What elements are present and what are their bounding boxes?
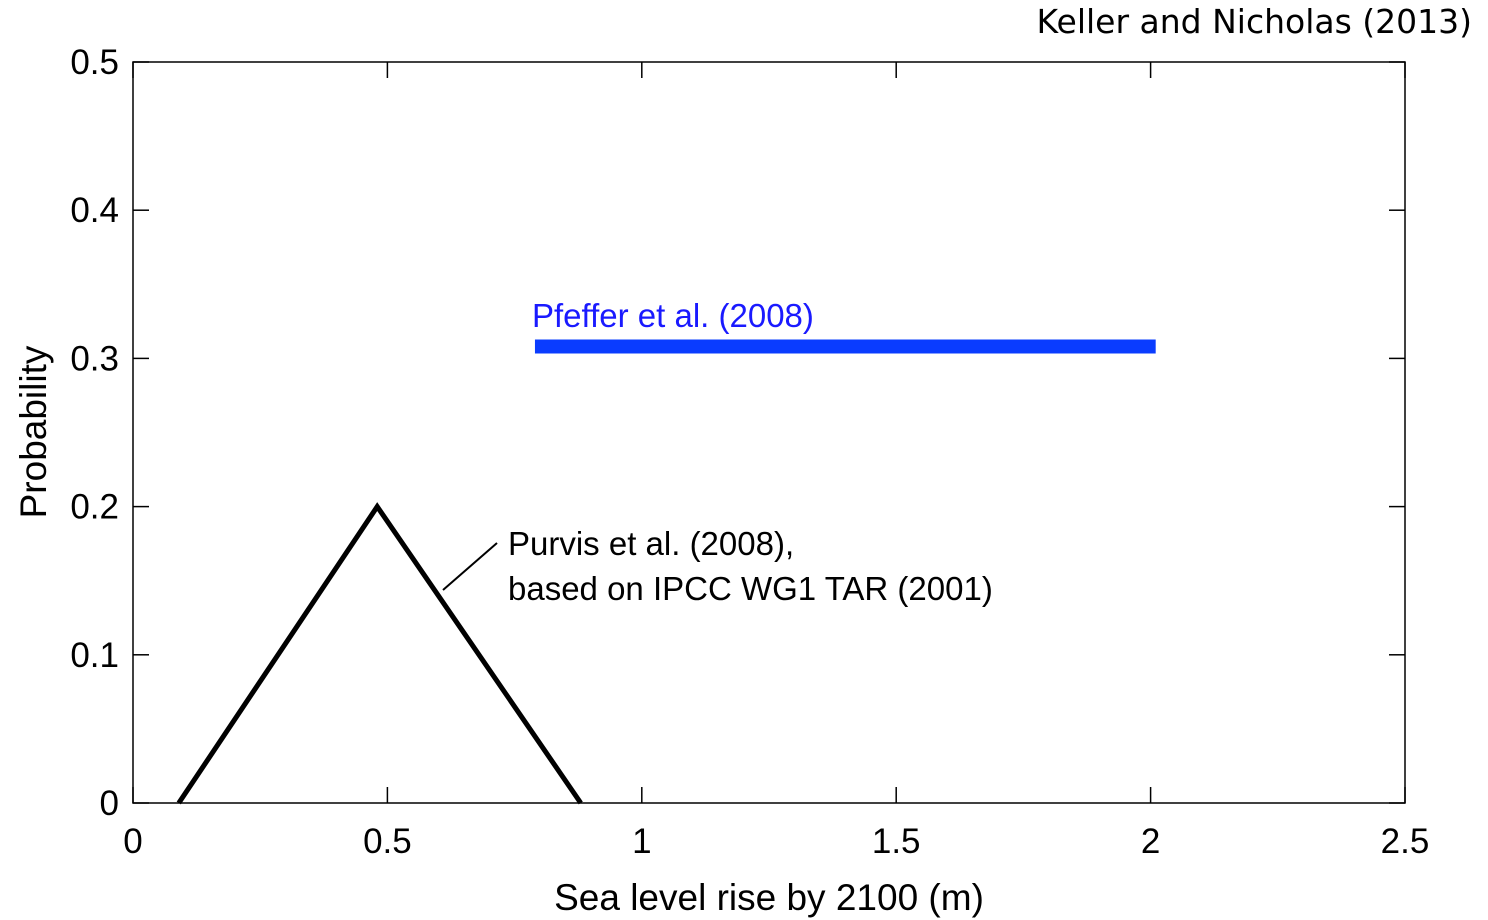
x-tick-label-2: 1 (632, 822, 651, 861)
y-tick-label-0: 0 (100, 784, 119, 823)
y-tick-label-1: 0.1 (70, 636, 119, 675)
purvis-annotation-line2: based on IPCC WG1 TAR (2001) (508, 570, 993, 607)
tick-labels: 0 0.5 1 1.5 2 2.5 0 0.1 0.2 0.3 0.4 0.5 (70, 43, 1429, 861)
x-tick-label-0: 0 (123, 822, 142, 861)
x-tick-label-4: 2 (1141, 822, 1160, 861)
x-tick-label-3: 1.5 (872, 822, 921, 861)
y-tick-label-4: 0.4 (70, 191, 119, 230)
y-tick-label-3: 0.3 (70, 339, 119, 378)
y-axis-label: Probability (13, 345, 54, 518)
purvis-annotation-line1: Purvis et al. (2008), (508, 525, 794, 562)
y-tick-label-2: 0.2 (70, 488, 119, 527)
pfeffer-annotation: Pfeffer et al. (2008) (532, 297, 814, 334)
x-axis-label: Sea level rise by 2100 (m) (554, 877, 984, 918)
x-tick-label-1: 0.5 (363, 822, 412, 861)
x-tick-label-5: 2.5 (1381, 822, 1430, 861)
plot-frame (132, 61, 1406, 804)
purvis-leader-line (442, 542, 498, 591)
y-tick-label-5: 0.5 (70, 43, 119, 82)
series-layer (176, 339, 1156, 805)
axis-ticks (132, 61, 1406, 804)
credit-text: Keller and Nicholas (2013) (1036, 2, 1472, 41)
purvis-triangle-line (176, 502, 583, 805)
